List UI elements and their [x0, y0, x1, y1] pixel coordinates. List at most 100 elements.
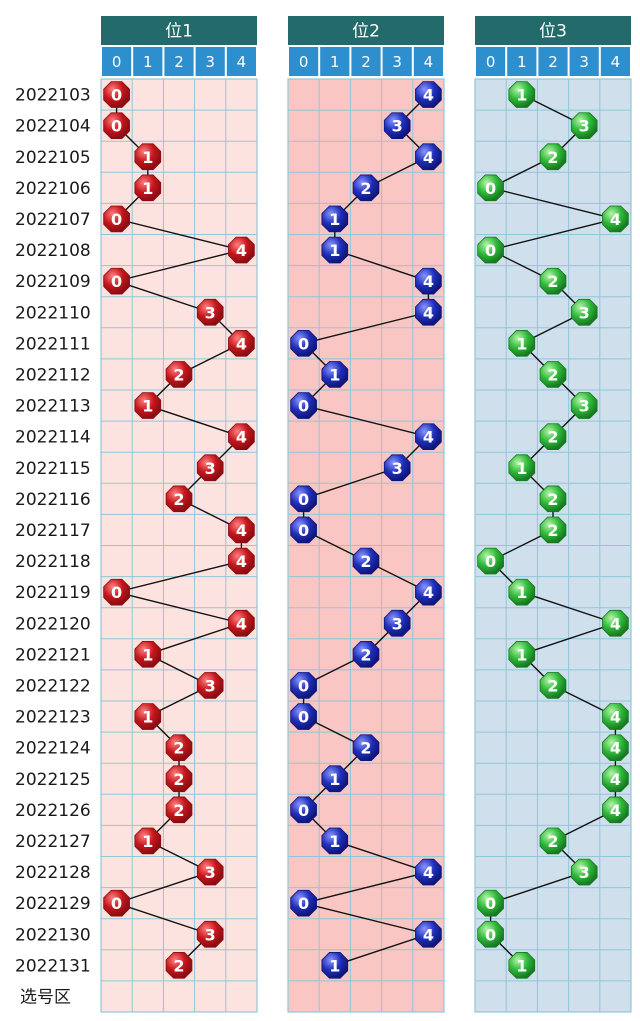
number-ball — [539, 361, 567, 388]
trend-line — [303, 902, 429, 935]
column-header — [195, 47, 225, 76]
number-ball — [602, 734, 629, 761]
number-ball — [508, 454, 536, 482]
column-label: 3 — [205, 53, 215, 71]
period-label: 2022105 — [15, 148, 91, 168]
number-ball — [196, 454, 224, 482]
ball-digit: 0 — [485, 925, 496, 944]
number-ball — [290, 392, 317, 419]
ball-digit: 4 — [423, 583, 434, 602]
number-ball — [165, 952, 193, 979]
ball-digit: 1 — [329, 770, 340, 789]
number-ball — [290, 796, 317, 824]
ball-digit: 1 — [516, 459, 527, 478]
ball-digit: 2 — [547, 490, 558, 509]
period-label: 2022117 — [15, 521, 91, 541]
ball-digit: 4 — [236, 552, 247, 571]
trend-line — [116, 560, 242, 593]
number-ball — [539, 672, 567, 699]
number-ball — [539, 423, 567, 450]
number-ball — [383, 454, 411, 482]
number-ball — [477, 889, 504, 917]
number-ball — [103, 578, 130, 606]
period-label: 2022109 — [15, 272, 91, 292]
ball-digit: 0 — [111, 583, 122, 602]
ball-digit: 1 — [516, 334, 527, 353]
ball-digit: 1 — [329, 365, 340, 384]
ball-digit: 0 — [111, 272, 122, 291]
number-ball — [539, 143, 567, 171]
number-ball — [352, 734, 380, 761]
period-label: 2022110 — [15, 303, 91, 323]
number-ball — [415, 298, 442, 326]
period-label: 2022108 — [15, 241, 91, 261]
trend-line — [147, 404, 242, 438]
ball-digit: 2 — [547, 428, 558, 447]
number-ball — [570, 392, 598, 419]
ball-digit: 3 — [579, 863, 590, 882]
trend-line — [116, 591, 242, 624]
column-header — [382, 47, 412, 76]
ball-digit: 4 — [423, 303, 434, 322]
number-ball — [290, 703, 317, 730]
ball-digit: 0 — [298, 894, 309, 913]
trend-line — [521, 591, 616, 624]
period-label: 2022103 — [15, 86, 91, 106]
ball-digit: 0 — [111, 117, 122, 136]
column-header — [289, 47, 319, 76]
number-ball — [415, 920, 442, 948]
number-ball — [165, 796, 193, 824]
period-label: 2022122 — [15, 676, 91, 696]
trend-line — [303, 467, 398, 500]
ball-digit: 1 — [329, 956, 340, 975]
period-label: 2022120 — [15, 614, 91, 634]
column-label: 2 — [174, 53, 184, 71]
number-ball — [290, 889, 317, 917]
ball-digit: 1 — [142, 708, 153, 727]
ball-digit: 0 — [111, 86, 122, 105]
number-ball — [539, 827, 567, 855]
trend-line — [116, 218, 242, 251]
trend-line — [303, 404, 429, 438]
period-label: 2022114 — [15, 428, 91, 448]
period-label: 2022111 — [15, 334, 91, 354]
ball-digit: 3 — [205, 676, 216, 695]
number-ball — [134, 827, 162, 855]
panel-header — [475, 16, 631, 45]
number-ball — [134, 174, 162, 202]
column-header — [413, 47, 443, 76]
number-ball — [290, 330, 317, 357]
number-ball — [103, 81, 130, 108]
ball-digit: 0 — [111, 210, 122, 229]
panel-1: 位1 0 1 2 3 4 0 0 1 1 0 4 0 3 4 2 1 4 3 2 4 4 0 4 1 3 1 2 2 2 1 3 0 3 2 — [100, 16, 258, 1013]
number-ball — [134, 392, 162, 419]
column-header — [569, 47, 599, 76]
column-header — [320, 47, 350, 76]
trend-line — [147, 622, 242, 656]
panel-header — [288, 16, 444, 45]
period-label: 2022112 — [15, 365, 91, 385]
number-ball — [134, 703, 162, 730]
period-label: 2022116 — [15, 490, 91, 510]
period-label: 2022121 — [15, 645, 91, 665]
ball-digit: 2 — [360, 739, 371, 758]
ball-digit: 4 — [423, 272, 434, 291]
period-label: 2022126 — [15, 801, 91, 821]
number-ball — [321, 952, 349, 979]
number-ball — [321, 205, 349, 233]
column-label: 0 — [112, 53, 122, 71]
ball-digit: 3 — [579, 397, 590, 416]
number-ball — [165, 734, 193, 761]
number-ball — [415, 143, 442, 171]
ball-digit: 0 — [298, 708, 309, 727]
footer-label: 选号区 — [20, 987, 71, 1007]
number-ball — [228, 236, 255, 264]
ball-digit: 2 — [173, 365, 184, 384]
number-ball — [290, 672, 317, 699]
ball-digit: 2 — [173, 490, 184, 509]
ball-digit: 0 — [298, 397, 309, 416]
panel-title: 位1 — [165, 22, 193, 42]
panel-header — [101, 16, 257, 45]
number-ball — [103, 205, 130, 233]
period-labels: 2022103 2022104 2022105 2022106 2022107 20221… — [15, 86, 91, 1008]
